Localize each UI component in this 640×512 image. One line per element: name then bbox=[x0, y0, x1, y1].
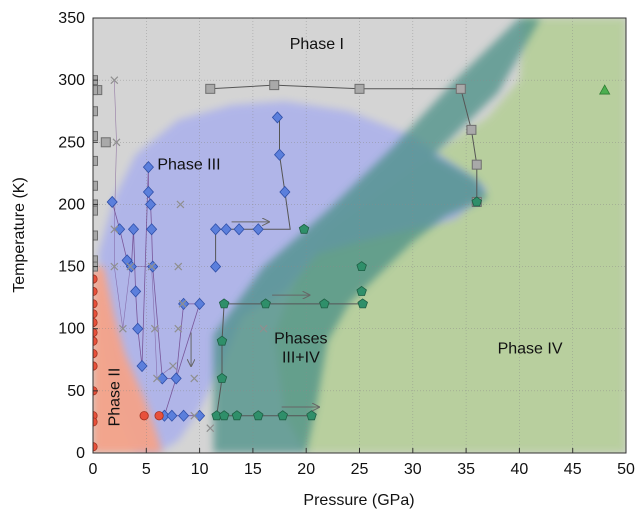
x-tick-label: 20 bbox=[297, 461, 315, 478]
y-tick-label: 0 bbox=[76, 445, 85, 462]
x-tick-label: 45 bbox=[564, 461, 582, 478]
x-tick-label: 40 bbox=[511, 461, 529, 478]
x-tick-label: 30 bbox=[404, 461, 422, 478]
y-axis-label: Temperature (K) bbox=[11, 177, 28, 293]
y-tick-label: 50 bbox=[67, 383, 85, 400]
data-point-square-gray bbox=[270, 81, 279, 90]
data-point-square-gray bbox=[206, 84, 215, 93]
y-tick-label: 100 bbox=[58, 321, 85, 338]
data-point-square-gray bbox=[101, 138, 110, 147]
x-tick-label: 10 bbox=[191, 461, 209, 478]
x-axis-label: Pressure (GPa) bbox=[303, 492, 414, 509]
x-tick-label: 0 bbox=[89, 461, 98, 478]
x-tick-label: 35 bbox=[457, 461, 475, 478]
y-tick-label: 200 bbox=[58, 196, 85, 213]
x-tick-label: 25 bbox=[351, 461, 369, 478]
data-point-square-gray bbox=[456, 84, 465, 93]
y-tick-label: 150 bbox=[58, 259, 85, 276]
data-point-square-gray bbox=[472, 160, 481, 169]
region-label-phase-iv: Phase IV bbox=[498, 341, 563, 358]
x-tick-label: 15 bbox=[244, 461, 262, 478]
x-tick-label: 5 bbox=[142, 461, 151, 478]
region-label-phase-i: Phase I bbox=[290, 36, 344, 53]
x-tick-label: 50 bbox=[617, 461, 635, 478]
plot-area bbox=[89, 18, 627, 453]
data-point-square-gray bbox=[355, 84, 364, 93]
y-tick-label: 250 bbox=[58, 134, 85, 151]
data-point-circle-red bbox=[140, 412, 148, 420]
region-label-phase-iii: Phase III bbox=[157, 157, 220, 174]
data-point-circle-red bbox=[155, 412, 163, 420]
y-tick-label: 350 bbox=[58, 10, 85, 27]
y-tick-label: 300 bbox=[58, 72, 85, 89]
data-point-square-gray bbox=[467, 125, 476, 134]
region-label-phase-ii: Phase II bbox=[107, 368, 124, 427]
